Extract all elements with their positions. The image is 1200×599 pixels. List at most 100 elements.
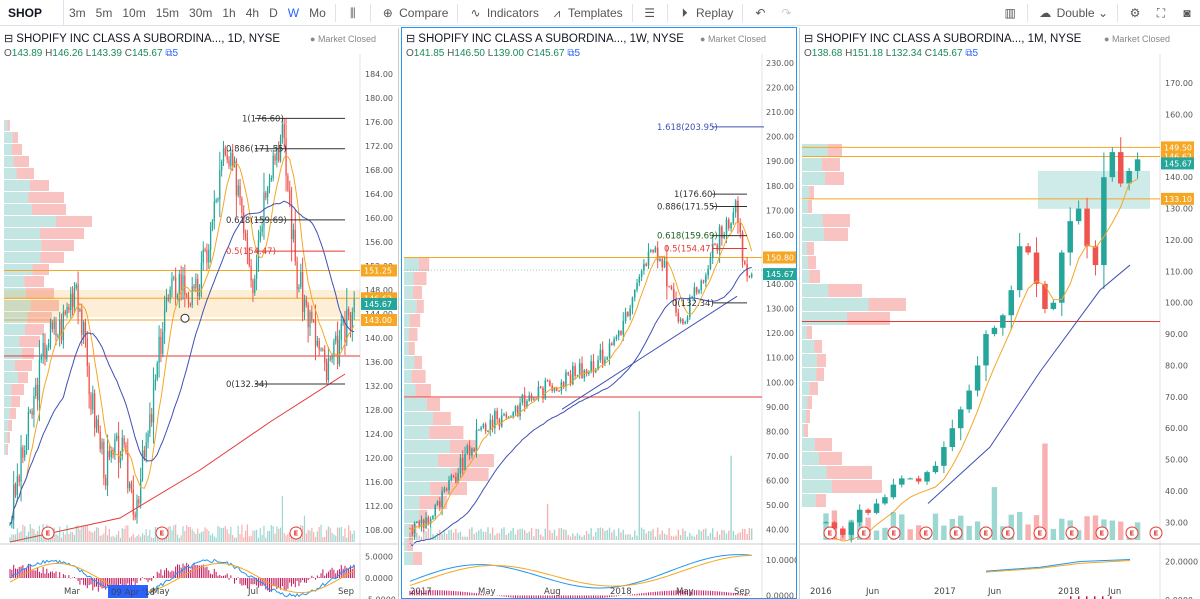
layout-columns-button[interactable]: ▥ <box>997 0 1023 26</box>
interval-W[interactable]: W <box>287 5 300 20</box>
weekly-candle-body <box>615 336 618 340</box>
chart-canvas-weekly[interactable]: 230.00 220.00 210.00 200.00 190.00 180.00 170.… <box>402 28 796 598</box>
monthly-candle-body <box>949 428 956 448</box>
low-label: L <box>885 48 892 59</box>
interval-1h[interactable]: 1h <box>222 5 236 20</box>
osc-histogram-bar <box>129 578 131 586</box>
weekly-candle-body <box>480 427 482 430</box>
osc-histogram-bar <box>313 577 315 578</box>
close-value: 145.67 <box>931 48 963 59</box>
volume-profile-bar-down <box>814 438 832 451</box>
volume-bar <box>279 527 282 542</box>
volume-bar <box>526 532 528 540</box>
daily-candle-body <box>47 342 50 348</box>
price-axis-label: 120.00 <box>766 329 794 338</box>
earnings-marker <box>1095 526 1109 540</box>
replay-button[interactable]: ⏵ Replay <box>672 0 739 26</box>
volume-bar <box>494 535 496 540</box>
osc-histogram-bar <box>73 576 75 578</box>
volume-profile-bar-down <box>822 214 850 227</box>
osc-histogram-bar <box>448 590 450 596</box>
chart-canvas-daily[interactable]: 184.00 180.00 176.00 172.00 168.00 164.00 160.… <box>0 28 399 599</box>
chart-pane-daily[interactable]: 184.00 180.00 176.00 172.00 168.00 164.00 160.… <box>0 28 399 599</box>
volume-bar <box>576 533 579 540</box>
weekly-candle-body <box>629 308 631 316</box>
chart-canvas-monthly[interactable]: 170.00160.00150.00140.00130.00120.00110.… <box>800 28 1200 599</box>
studies-icon[interactable]: ⧉ <box>567 48 575 59</box>
daily-candle-body <box>81 309 83 335</box>
osc-histogram-bar <box>1094 596 1096 599</box>
interval-Mo[interactable]: Mo <box>309 5 326 20</box>
interval-15m[interactable]: 15m <box>155 5 180 20</box>
chart-pane-monthly[interactable]: 170.00160.00150.00140.00130.00120.00110.… <box>799 28 1200 599</box>
daily-candle-body <box>193 286 195 289</box>
layout-select[interactable]: ☁ Double ⌄ <box>1032 0 1113 26</box>
weekly-candle-body <box>425 517 427 529</box>
volume-bar <box>195 533 197 542</box>
osc-histogram-bar <box>416 590 418 596</box>
collapse-icon[interactable]: ⊟ <box>406 33 416 45</box>
studies-icon[interactable]: ⧉ <box>965 48 973 59</box>
interval-4h[interactable]: 4h <box>245 5 260 20</box>
volume-bar <box>149 529 151 542</box>
interval-D[interactable]: D <box>269 5 278 20</box>
snapshot-button[interactable]: ◙ <box>1174 0 1200 26</box>
settings-button[interactable]: ⚙ <box>1122 0 1148 26</box>
volume-bar <box>634 530 636 540</box>
osc-histogram-bar <box>634 594 636 596</box>
earnings-marker <box>887 526 901 540</box>
compare-button[interactable]: ⊕ Compare <box>375 0 454 26</box>
interval-30m[interactable]: 30m <box>189 5 213 20</box>
daily-candle-body <box>145 442 147 458</box>
volume-bar <box>514 534 517 540</box>
interval-5m[interactable]: 5m <box>95 5 113 20</box>
weekly-candle-body <box>512 412 514 417</box>
interval-10m[interactable]: 10m <box>122 5 146 20</box>
chart-pane-weekly[interactable]: 230.00 220.00 210.00 200.00 190.00 180.00 170.… <box>401 27 797 599</box>
cursor-marker <box>180 313 190 323</box>
weekly-candle-body <box>702 280 705 283</box>
indicators-button[interactable]: ∿ Indicators <box>462 0 543 26</box>
volume-bar <box>140 536 142 542</box>
volume-profile-bar-up <box>404 398 427 411</box>
weekly-candle-body <box>686 317 689 323</box>
volume-bar <box>675 535 677 540</box>
time-axis-label: 2017 <box>934 587 956 597</box>
volume-bar <box>510 530 512 540</box>
earnings-marker <box>857 526 871 540</box>
interval-3m[interactable]: 3m <box>69 5 86 20</box>
osc-histogram-bar <box>329 569 331 578</box>
daily-candle-body <box>64 311 66 314</box>
alert-button[interactable]: ☰ <box>637 0 663 26</box>
studies-icon[interactable]: ⧉ <box>165 48 173 59</box>
earnings-marker-label: E <box>160 530 165 538</box>
monthly-candle-body <box>1084 208 1090 247</box>
redo-button[interactable]: ↷ <box>773 0 799 26</box>
templates-button[interactable]: ⩘ Templates <box>544 0 628 26</box>
volume-profile-bar-up <box>802 396 808 409</box>
volume-bar <box>666 534 668 540</box>
bar-style-button[interactable]: ⫼ <box>340 0 366 26</box>
collapse-icon[interactable]: ⊟ <box>4 33 14 45</box>
daily-candle-body <box>184 275 186 296</box>
volume-profile-bar-up <box>4 216 56 227</box>
volume-bar <box>338 527 341 542</box>
ohlc-values: O138.68 H151.18 L132.34 C145.67 ⧉5 <box>804 48 1081 59</box>
volume-profile-bar-down <box>426 398 440 411</box>
volume-bar <box>1075 530 1082 540</box>
open-label: O <box>804 48 812 59</box>
price-axis-label: 130.00 <box>1165 205 1193 214</box>
symbol-search[interactable]: SHOP <box>0 0 64 26</box>
fullscreen-button[interactable]: ⛶ <box>1148 0 1174 26</box>
volume-profile-bar-down <box>831 480 882 493</box>
daily-candle-body <box>156 363 158 380</box>
collapse-icon[interactable]: ⊟ <box>804 33 814 45</box>
osc-histogram-bar <box>298 578 300 587</box>
volume-bar <box>22 524 24 542</box>
volume-bar <box>439 529 441 540</box>
daily-candle-body <box>202 249 204 263</box>
osc-histogram-bar <box>151 578 153 581</box>
volume-profile-bar-down <box>24 276 44 287</box>
undo-button[interactable]: ↶ <box>747 0 773 26</box>
volume-bar <box>1118 521 1124 540</box>
